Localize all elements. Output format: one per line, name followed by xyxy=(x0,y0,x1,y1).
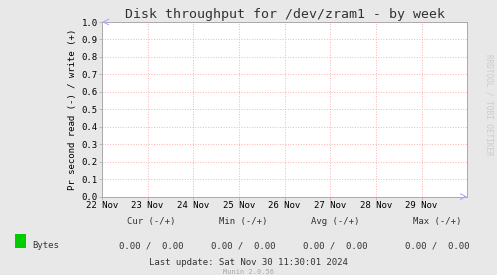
Text: RRDTOOL / TOBI OETIKER: RRDTOOL / TOBI OETIKER xyxy=(485,54,494,155)
Text: 0.00 /  0.00: 0.00 / 0.00 xyxy=(405,241,470,250)
Text: Bytes: Bytes xyxy=(32,241,59,250)
Text: 0.00 /  0.00: 0.00 / 0.00 xyxy=(211,241,276,250)
Text: Min (-/+): Min (-/+) xyxy=(219,217,268,226)
Text: Last update: Sat Nov 30 11:30:01 2024: Last update: Sat Nov 30 11:30:01 2024 xyxy=(149,258,348,267)
Y-axis label: Pr second read (-) / write (+): Pr second read (-) / write (+) xyxy=(69,29,78,190)
Text: 0.00 /  0.00: 0.00 / 0.00 xyxy=(119,241,184,250)
Title: Disk throughput for /dev/zram1 - by week: Disk throughput for /dev/zram1 - by week xyxy=(125,8,444,21)
Text: Cur (-/+): Cur (-/+) xyxy=(127,217,176,226)
Text: Munin 2.0.56: Munin 2.0.56 xyxy=(223,269,274,275)
Text: Avg (-/+): Avg (-/+) xyxy=(311,217,360,226)
Text: Max (-/+): Max (-/+) xyxy=(413,217,462,226)
Text: 0.00 /  0.00: 0.00 / 0.00 xyxy=(303,241,368,250)
